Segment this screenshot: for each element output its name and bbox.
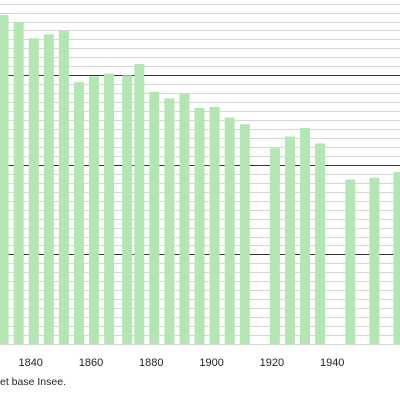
bar-1831 <box>0 15 9 344</box>
bar-1861 <box>89 76 99 345</box>
bar-1921 <box>269 148 280 344</box>
source-note: et base Insee. <box>0 376 66 388</box>
bar-1846 <box>43 34 54 345</box>
bar-1856 <box>74 82 84 344</box>
bar-1841 <box>28 38 39 344</box>
bar-1851 <box>58 30 69 344</box>
bar-1936 <box>315 143 326 344</box>
x-tick-label: 1900 <box>199 357 223 369</box>
bar-1926 <box>285 136 295 344</box>
bar-1876 <box>134 64 145 344</box>
bar-1896 <box>194 108 205 344</box>
x-tick-label: 1860 <box>79 357 103 369</box>
bar-1901 <box>209 107 220 344</box>
bars <box>0 15 400 345</box>
bar-1911 <box>239 124 250 344</box>
x-tick-label: 1920 <box>260 357 284 369</box>
x-axis-ticks: 1840 1860 1880 1900 1920 1940 <box>18 357 344 369</box>
x-tick-label: 1840 <box>18 357 42 369</box>
bar-1931 <box>300 128 310 344</box>
bar-1886 <box>164 98 175 345</box>
bar-1891 <box>179 93 190 344</box>
bar-1962 <box>393 172 400 344</box>
x-tick-label: 1880 <box>139 357 163 369</box>
bar-1906 <box>224 117 235 344</box>
bar-1954 <box>369 177 380 344</box>
x-tick-label: 1940 <box>320 357 344 369</box>
bar-1946 <box>345 179 356 344</box>
bar-1836 <box>13 22 24 344</box>
bar-1881 <box>149 91 160 344</box>
bar-1866 <box>104 73 115 344</box>
bar-1872 <box>122 75 133 345</box>
